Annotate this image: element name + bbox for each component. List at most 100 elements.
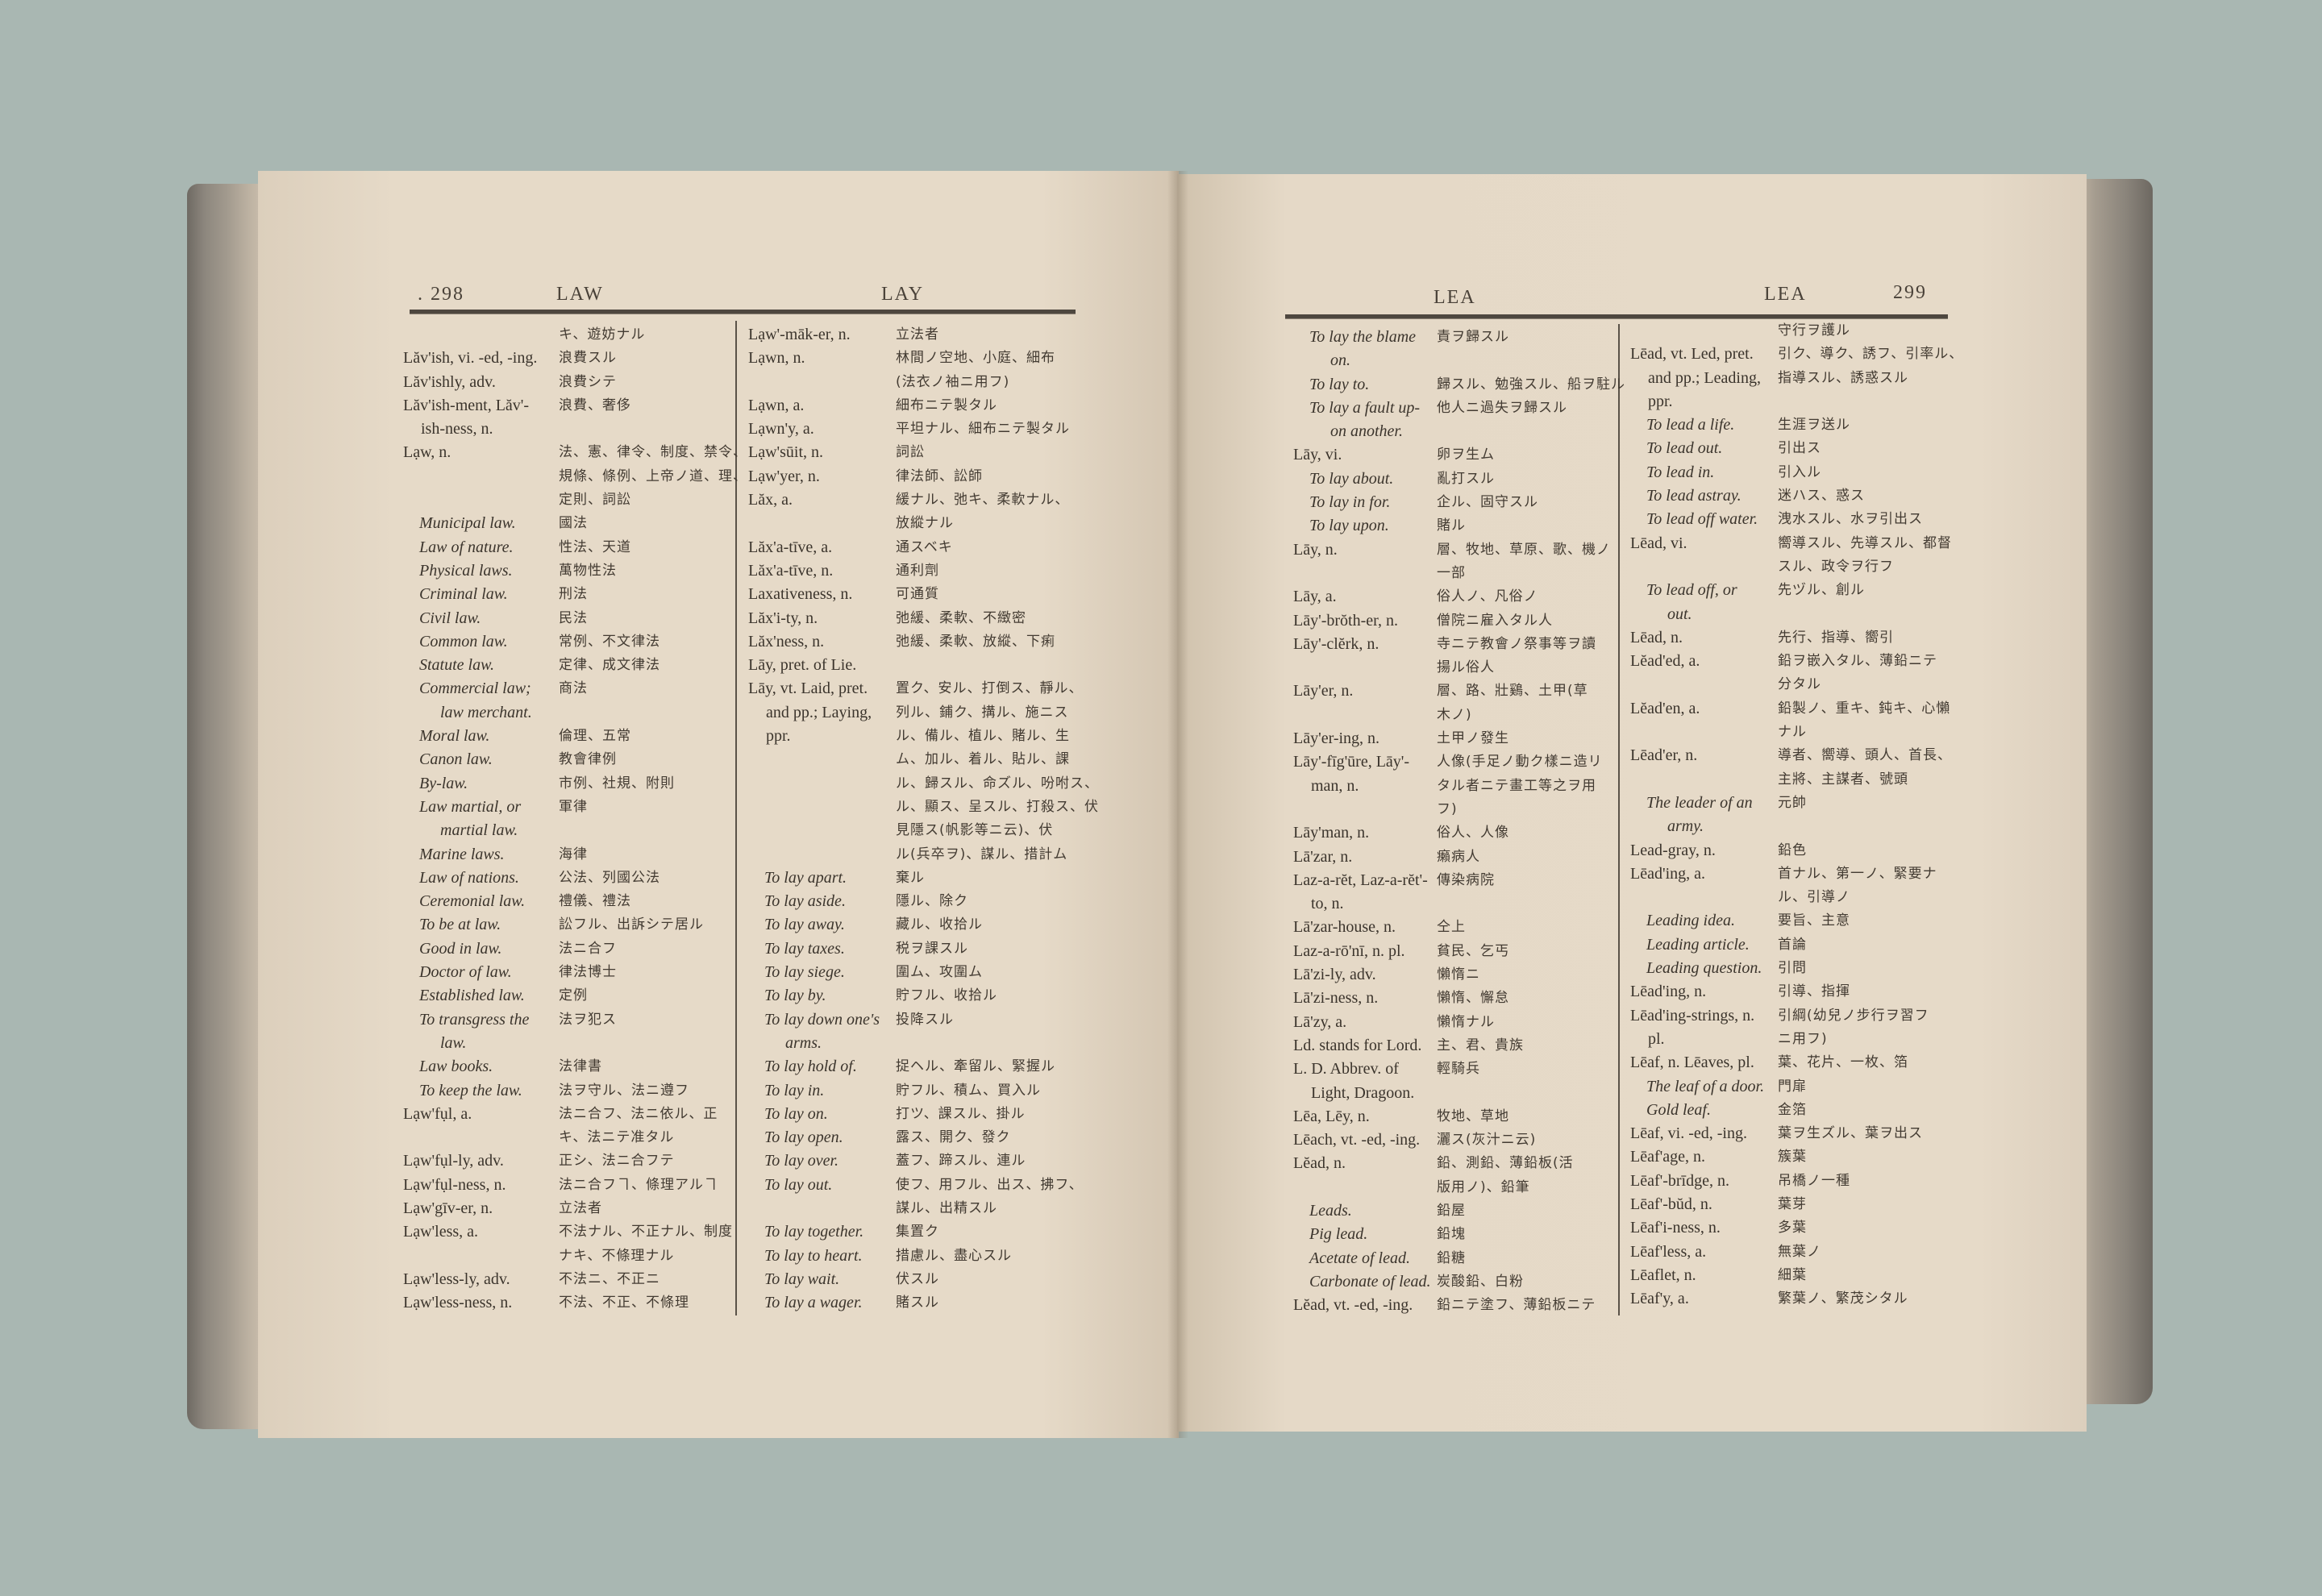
entry-japanese-gloss: 市例、社規、附則 [559,775,675,792]
dictionary-entry-row: To lead out. 引出ス [1630,437,1961,460]
dictionary-entry-row: Gold leaf. 金箔 [1630,1099,1961,1122]
entry-headword: Lạw'-māk-er, n. [748,326,851,343]
dictionary-entry-row: To lay wait. 伏スル [748,1268,1079,1291]
entry-japanese-gloss: 鉛ヲ嵌入タル、薄鉛ニテ [1778,653,1937,670]
dictionary-entry-row: Municipal law. 國法 [403,512,734,535]
entry-japanese-gloss: 法ヲ犯ス [559,1011,617,1028]
entry-japanese-gloss: 引出ス [1778,440,1821,457]
entry-japanese-gloss: 葉ヲ生ズル、葉ヲ出ス [1778,1125,1923,1142]
dictionary-entry-row: Lēaf'less, a. 無葉ノ [1630,1241,1961,1264]
entry-japanese-gloss: 版用ノ)、鉛筆 [1437,1178,1530,1195]
entry-japanese-gloss: 懶惰ニ [1437,966,1480,983]
right-header-rule [1285,314,1948,319]
entry-japanese-gloss: 立法者 [896,326,939,343]
dictionary-entry-row: Light, Dragoon. [1293,1082,1616,1105]
dictionary-entry-row: on. [1293,349,1616,372]
entry-japanese-gloss: 投降スル [896,1011,954,1028]
dictionary-entry-row: Lēad'ing-strings, n. 引綱(幼兒ノ步行ヲ習フ [1630,1004,1961,1028]
entry-japanese-gloss: 貯フル、積ム、買入ル [896,1082,1041,1099]
dictionary-entry-row: To keep the law. 法ヲ守ル、法ニ遵フ [403,1079,734,1103]
dictionary-entry-row: Lēad, vt. Led, pret. 引ク、導ク、誘フ、引率ル、 [1630,343,1962,366]
dictionary-entry-row: Lạw'-māk-er, n. 立法者 [748,323,1079,347]
entry-headword: and pp.; Laying, [766,703,872,721]
entry-headword: Lā'zy, a. [1293,1012,1347,1031]
entry-japanese-gloss: 集置ク [896,1224,939,1241]
entry-japanese-gloss: 層、路、壯鷄、土甲(草 [1437,683,1588,700]
dictionary-entry-row: Lēaf, vi. -ed, -ing. 葉ヲ生ズル、葉ヲ出ス [1630,1122,1961,1145]
entry-headword: to, n. [1311,895,1344,913]
entry-japanese-gloss: 牧地、草地 [1437,1108,1509,1124]
entry-japanese-gloss: 法ヲ守ル、法ニ遵フ [559,1082,689,1099]
entry-japanese-gloss: ナル [1778,724,1807,741]
dictionary-entry-row: Lēaf'age, n. 簇葉 [1630,1145,1961,1169]
dictionary-entry-row: Lạw'fụl-ness, n. 法ニ合フヿ、條理アルヿ [403,1174,734,1197]
dictionary-entry-row: Leading question. 引問 [1630,957,1961,980]
dictionary-entry-row: ish-ness, n. [403,418,734,441]
dictionary-entry-row: Lā'zar-house, n. 仝上 [1293,916,1616,939]
entry-headword: Moral law. [419,727,490,746]
entry-japanese-gloss: 不法ニ、不正ニ [559,1270,660,1287]
entry-headword: Laz-a-rō'nī, n. pl. [1293,941,1405,960]
entry-headword: Lēad, n. [1630,628,1683,646]
entry-japanese-gloss: ル、備ル、植ル、賭ル、生 [896,728,1070,745]
dictionary-entry-row: Ld. stands for Lord. 主、君、貴族 [1293,1034,1616,1058]
entry-headword: To lay out. [764,1175,833,1194]
dictionary-entry-row: ル、引導ノ [1630,886,1961,909]
entry-headword: To lay by. [764,987,826,1005]
dictionary-entry-row: Lāy, a. 俗人ノ、凡俗ノ [1293,585,1616,609]
entry-headword: To lead astray. [1646,487,1742,505]
entry-japanese-gloss: 先ヅル、創ル [1778,582,1865,599]
dictionary-entry-row: Lăx'ness, n. 弛緩、柔軟、放縱、下痢 [748,630,1079,654]
entry-japanese-gloss: 法ニ合フ [559,940,617,957]
dictionary-entry-row: army. [1630,815,1961,838]
dictionary-entry-row: ナル [1630,721,1961,744]
entry-headword: Lăx'i-ty, n. [748,609,818,627]
entry-japanese-gloss: 法律書 [559,1058,602,1075]
entry-headword: Light, Dragoon. [1311,1083,1415,1102]
dictionary-entry-row: To lay a wager. 賭スル [748,1291,1079,1315]
entry-headword: To lay upon. [1309,517,1389,535]
dictionary-entry-row: Lēad'er, n. 導者、嚮導、頭人、首長、 [1630,744,1961,767]
entry-japanese-gloss: 常例、不文律法 [559,633,660,650]
entry-headword: Common law. [419,632,508,650]
entry-japanese-gloss: 一部 [1437,564,1466,581]
entry-japanese-gloss: 繁葉ノ、繁茂シタル [1778,1291,1908,1307]
dictionary-entry-row: Lạwn'y, a. 平坦ナル、細布ニテ製タル [748,418,1079,441]
entry-japanese-gloss: 法ニ合フヿ、條理アルヿ [559,1176,718,1193]
dictionary-entry-row: Lạw'sūit, n. 詞訟 [748,441,1079,464]
entry-headword: To lay in for. [1309,493,1391,512]
entry-japanese-gloss: 癩病人 [1437,848,1480,865]
dictionary-entry-row: To lead off water. 洩水スル、水ヲ引出ス [1630,508,1961,531]
entry-japanese-gloss: ル、顯ス、呈スル、打殺ス、伏 [896,798,1099,815]
dictionary-entry-row: Lēaf'i-ness, n. 多葉 [1630,1216,1961,1240]
entry-japanese-gloss: 通利劑 [896,562,939,579]
dictionary-entry-row: Lạwn, n. 林間ノ空地、小庭、細布 [748,347,1079,370]
entry-headword: To lay in. [764,1081,825,1099]
entry-headword: Law martial, or [419,797,522,816]
entry-japanese-gloss: 引問 [1778,960,1807,977]
dictionary-entry-row: and pp.; Leading, 指導スル、誘惑スル [1630,367,1961,390]
dictionary-entry-row: To transgress the 法ヲ犯ス [403,1008,734,1032]
entry-headword: Lĕad, n. [1293,1154,1346,1173]
entry-japanese-gloss: 萬物性法 [559,562,617,579]
dictionary-entry-row: and pp.; Laying, 列ル、鋪ク、搆ル、施ニス [748,701,1079,725]
dictionary-entry-row: To lay aside. 隱ル、除ク [748,890,1079,913]
entry-headword: ppr. [1648,392,1673,410]
entry-japanese-gloss: 軍律 [559,798,588,815]
entry-japanese-gloss: (法衣ノ袖ニ用フ) [896,373,1010,390]
entry-headword: ish-ness, n. [421,420,493,438]
left-guide-word-2: LAY [881,284,925,305]
dictionary-entry-row: L. D. Abbrev. of 輕騎兵 [1293,1058,1616,1081]
dictionary-entry-row: Lĕad, n. 鉛、測鉛、薄鉛板(活 [1293,1152,1616,1175]
entry-japanese-gloss: 木ノ) [1437,706,1472,723]
entry-japanese-gloss: 棄ル [896,869,925,886]
entry-japanese-gloss: 鉛ニテ塗フ、薄鉛板ニテ [1437,1297,1596,1314]
entry-japanese-gloss: 浪費、奢侈 [559,397,631,414]
entry-japanese-gloss: 引入ル [1778,463,1821,480]
entry-japanese-gloss: 措慮ル、盡心スル [896,1247,1012,1264]
dictionary-entry-row: on another. [1293,420,1616,443]
dictionary-entry-row: ム、加ル、着ル、貼ル、課 [748,748,1079,771]
dictionary-entry-row: Lạw'yer, n. 律法師、訟師 [748,465,1079,488]
dictionary-entry-row: Lēad'ing, a. 首ナル、第一ノ、緊要ナ [1630,862,1961,886]
entry-headword: To transgress the [419,1010,530,1029]
